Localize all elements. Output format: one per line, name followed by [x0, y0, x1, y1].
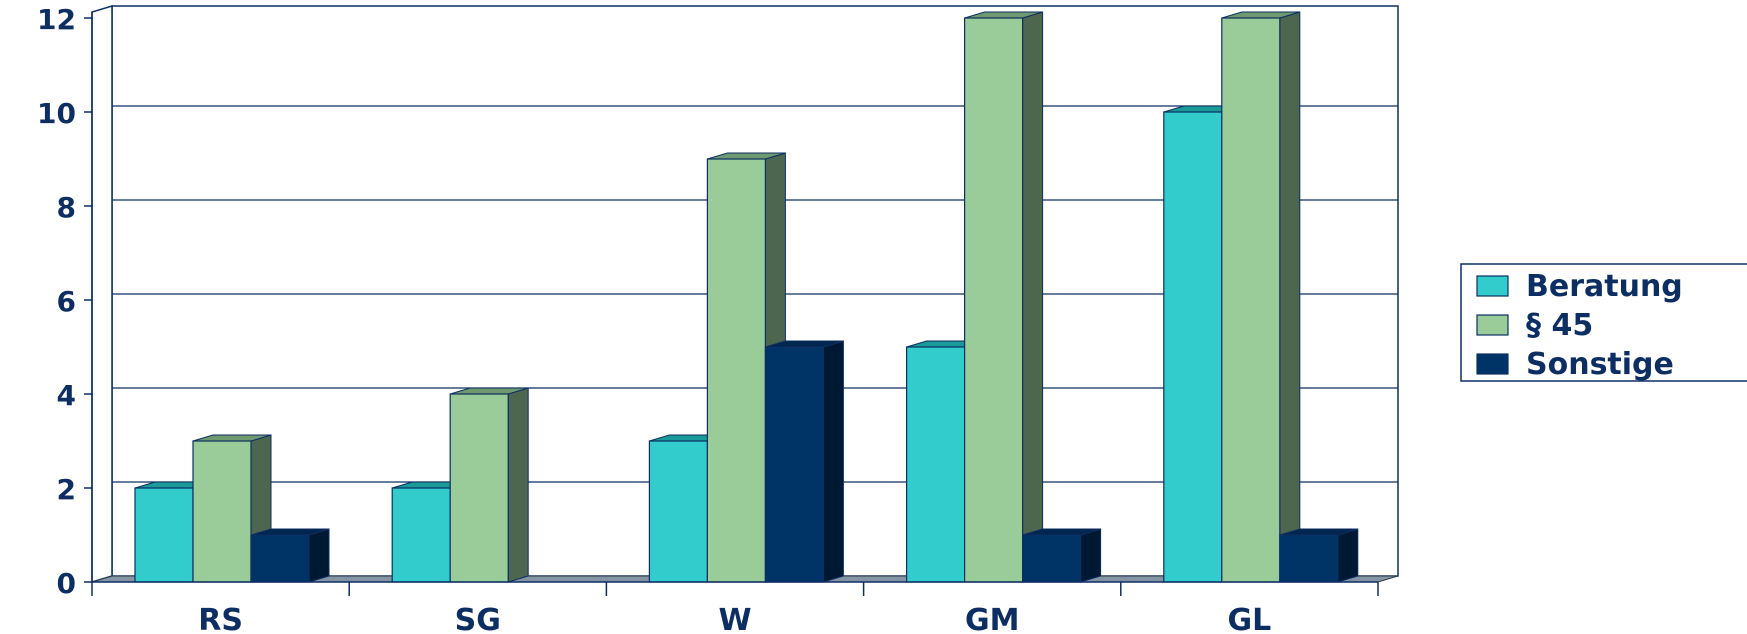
legend-label: Sonstige: [1526, 347, 1674, 382]
bar-side: [822, 340, 844, 583]
y-tick-label: 6: [57, 285, 76, 318]
x-category-label: RS: [198, 603, 243, 634]
bar-face: [250, 534, 310, 583]
bar-face: [134, 487, 194, 583]
legend-swatch: [1476, 314, 1509, 336]
legend-box: [1460, 263, 1747, 382]
bar-face: [192, 440, 252, 583]
x-category-label: GM: [965, 603, 1019, 634]
y-tick-label: 2: [57, 473, 76, 506]
bar: [764, 340, 844, 583]
bar: [1021, 528, 1102, 583]
bar-face: [764, 346, 825, 583]
x-category-label: SG: [455, 603, 501, 634]
bar-side: [507, 387, 529, 583]
legend-label: § 45: [1526, 308, 1593, 343]
y-tick-label: 12: [37, 3, 76, 36]
side-wall: [91, 4, 113, 584]
axis-layer: 0 2 4 6 8 10 12 RS SG W GM GL: [37, 3, 1379, 634]
bar: [1279, 528, 1359, 583]
bar-face: [1021, 534, 1082, 583]
bar-side: [1022, 11, 1044, 583]
bar: [250, 528, 330, 583]
bar-face: [905, 346, 966, 583]
bar-face: [1279, 534, 1339, 583]
bar: [449, 387, 529, 583]
bar: [963, 11, 1044, 583]
y-tick-label: 8: [57, 191, 76, 224]
bar-face: [391, 487, 451, 583]
bar-face: [1221, 17, 1281, 583]
bar-side: [308, 528, 330, 583]
x-category-label: W: [718, 603, 751, 634]
y-tick-label: 0: [57, 567, 76, 600]
x-category-label: GL: [1228, 603, 1272, 634]
bar-side: [1279, 11, 1301, 583]
bar-face: [449, 393, 509, 583]
y-tick-label: 4: [57, 379, 76, 412]
bar: [1221, 11, 1301, 583]
bar-face: [706, 158, 767, 583]
bars-layer: [134, 11, 1359, 583]
bar-face: [963, 17, 1024, 583]
bar-side: [1337, 528, 1359, 583]
bar-face: [1163, 111, 1223, 583]
bar-face: [648, 440, 709, 583]
legend-swatch: [1476, 353, 1509, 375]
legend-swatch: [1476, 275, 1509, 297]
bar-side: [1080, 528, 1102, 583]
legend: Beratung § 45 Sonstige: [1460, 263, 1747, 382]
y-tick-label: 10: [37, 97, 76, 130]
legend-label: Beratung: [1526, 269, 1683, 304]
